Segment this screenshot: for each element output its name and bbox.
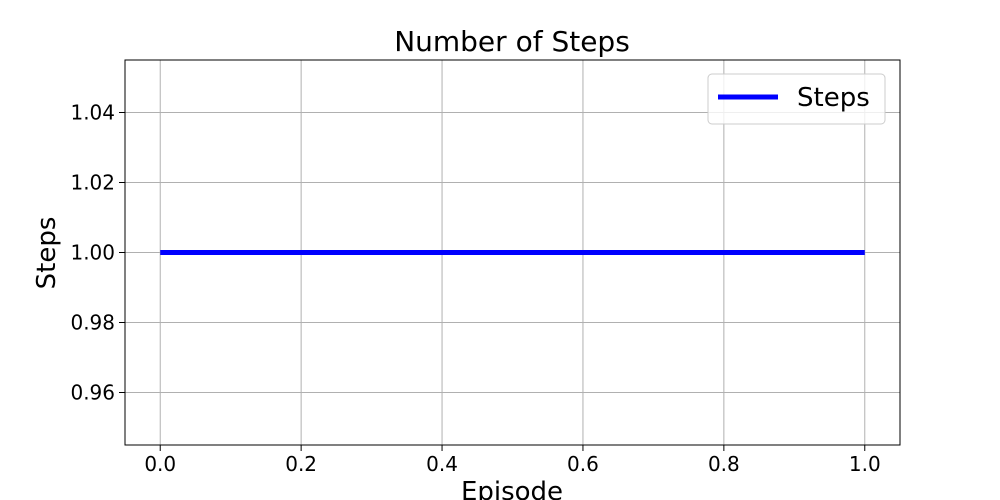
y-tick-label: 1.04 [70, 101, 115, 125]
y-tick-label: 0.98 [70, 311, 115, 335]
y-tick-label: 1.02 [70, 171, 115, 195]
x-axis-label: Episode [461, 477, 563, 500]
x-tick-label: 0.8 [708, 452, 740, 476]
x-tick-label: 0.0 [144, 452, 176, 476]
y-axis-ticks: 0.96 0.98 1.00 1.02 1.04 [70, 101, 125, 405]
x-tick-label: 0.2 [285, 452, 317, 476]
y-axis-label: Steps [32, 217, 62, 290]
x-axis-ticks: 0.0 0.2 0.4 0.6 0.8 1.0 [144, 445, 881, 476]
x-tick-label: 1.0 [849, 452, 881, 476]
legend-box [707, 73, 886, 125]
y-tick-label: 0.96 [70, 381, 115, 405]
x-tick-label: 0.6 [567, 452, 599, 476]
x-tick-label: 0.4 [426, 452, 458, 476]
legend-label-steps: Steps [797, 83, 870, 113]
legend: Steps [707, 73, 886, 125]
y-tick-label: 1.00 [70, 241, 115, 265]
chart-title: Number of Steps [394, 25, 630, 58]
